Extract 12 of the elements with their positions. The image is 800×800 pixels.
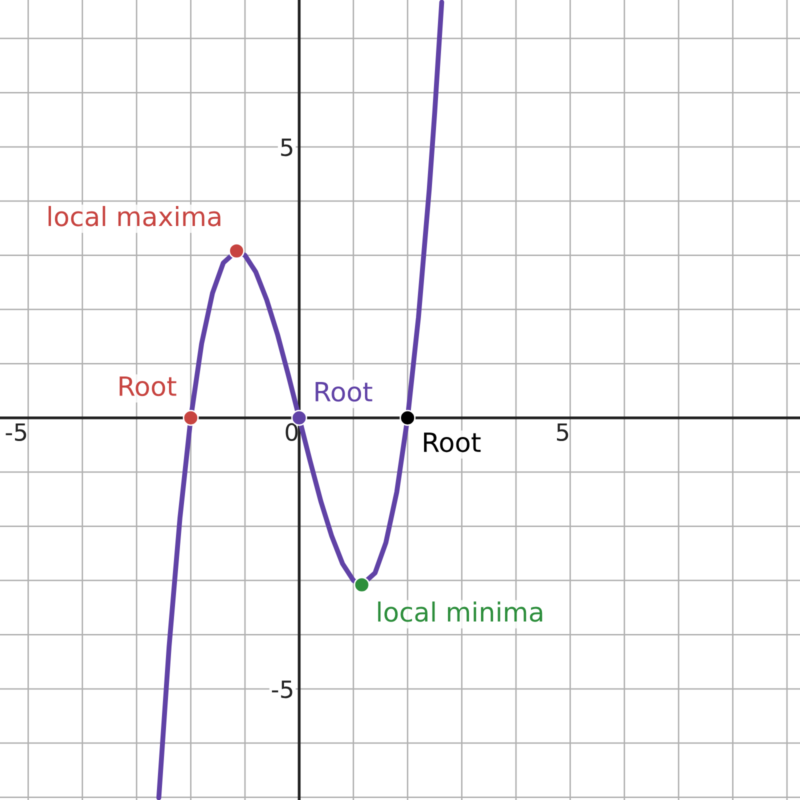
point: [182, 410, 199, 426]
series-label: local maxima: [48, 206, 220, 226]
point: [228, 242, 245, 259]
x-tick-label: -5: [6, 423, 26, 442]
point: [354, 576, 370, 593]
series-label: local minima: [378, 601, 542, 622]
x-tick-label: 5: [556, 423, 568, 442]
series-label: Root: [424, 432, 481, 452]
point: [400, 410, 416, 426]
x-tick-label: 0: [286, 423, 298, 442]
series-label: Root: [120, 376, 176, 396]
series-label: Root: [316, 382, 372, 402]
